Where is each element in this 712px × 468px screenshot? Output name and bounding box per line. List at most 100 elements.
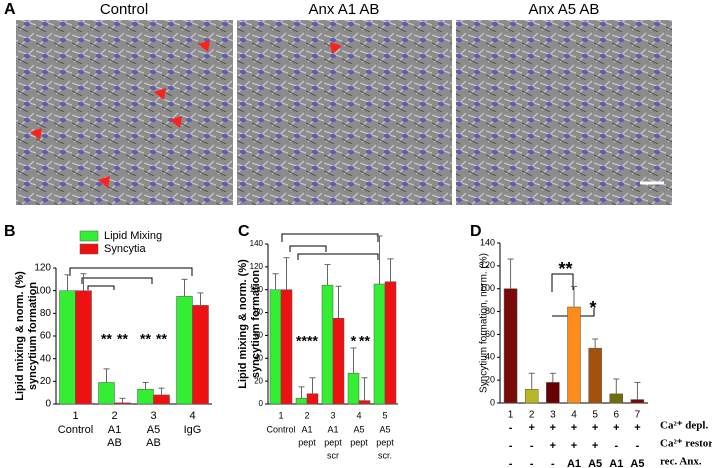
annotation: ** [559, 259, 573, 279]
x-tick-label: 2 [529, 410, 535, 421]
bar [176, 296, 193, 405]
legend-label: Syncytia [104, 243, 146, 255]
x-tick-label: 3 [330, 410, 335, 420]
x-tick-sublabel: Control [58, 424, 93, 436]
bar [567, 306, 581, 404]
annotation: * [590, 298, 597, 318]
bar [75, 290, 92, 405]
x-tick-sublabel: scr. [378, 450, 392, 460]
y-tick-label: 20 [254, 376, 263, 385]
annotation: ** [117, 331, 128, 347]
bar [306, 393, 319, 405]
y-tick-label: 20 [40, 376, 52, 387]
y-tick-label: 140 [480, 237, 495, 247]
y-tick-label: 100 [480, 283, 495, 293]
y-tick-label: 80 [254, 308, 263, 317]
y-tick-label: 100 [250, 285, 264, 294]
x-tick-sublabel: A1 [301, 424, 312, 434]
table-cell: + [528, 422, 534, 434]
bar [524, 389, 539, 404]
brackets [69, 233, 595, 317]
table-cell: + [550, 422, 556, 434]
bar [609, 393, 624, 404]
y-axis-label: syncytium formation [27, 282, 39, 390]
bar [153, 394, 170, 405]
y-axis-label: Syncytium formation, norm. (%) [479, 253, 490, 393]
y-axis-label: syncytium formation [250, 270, 262, 378]
y-tick-label: 40 [40, 353, 52, 364]
x-tick-label: 2 [304, 410, 309, 420]
y-tick-label: 120 [480, 260, 495, 270]
image-title: Anx A1 AB [309, 1, 380, 18]
table-cell: - [530, 440, 534, 452]
table-cell: + [592, 422, 598, 434]
x-tick-sublabel: scr [327, 450, 339, 460]
x-tick-sublabel: pept [350, 437, 368, 447]
x-tick-label: 4 [356, 410, 361, 420]
x-tick-sublabel: pept [324, 437, 342, 447]
y-tick-label: 20 [485, 375, 495, 385]
legend-swatch [79, 230, 99, 242]
y-tick-label: 60 [40, 331, 52, 342]
table-cell: - [509, 440, 513, 452]
y-tick-label: 40 [485, 352, 495, 362]
panel-label: A [4, 1, 16, 18]
table-cell: + [571, 422, 577, 434]
annotation: ** [307, 333, 318, 349]
table-cell: + [571, 440, 577, 452]
panel-label: C [238, 223, 250, 240]
y-axis-label: Lipid mixing & norm. (%) [237, 259, 249, 389]
y-tick-label: 120 [250, 262, 264, 271]
bar [98, 382, 115, 405]
arrows [30, 40, 342, 188]
bar [630, 399, 645, 404]
legend-label: Lipid Mixing [104, 230, 162, 242]
table-cell: A5 [588, 458, 602, 468]
micrograph [456, 20, 672, 205]
table-cell: A1 [609, 458, 623, 468]
x-tick-label: 1 [278, 410, 283, 420]
micrograph [237, 20, 452, 205]
table-cell: - [530, 458, 534, 468]
table-row-label: Ca²⁺ depl. [660, 420, 708, 432]
x-tick-sublabel: pept [376, 437, 394, 447]
table-cell: + [613, 422, 619, 434]
x-tick-sublabel: A5 [353, 424, 364, 434]
bar [347, 372, 360, 405]
table-cell: A1 [567, 458, 581, 468]
x-tick-sublabel: IgG [184, 424, 202, 436]
x-tick-sublabel: A1 [108, 424, 121, 436]
micrographs [16, 20, 672, 205]
bar [269, 289, 282, 405]
table-row-label: Ca²⁺ restor. [660, 438, 712, 450]
bar [503, 288, 518, 404]
x-tick-label: 2 [111, 410, 117, 422]
bar [295, 398, 308, 405]
x-tick-label: 3 [550, 410, 556, 421]
legend-swatch [79, 243, 99, 255]
table-cell: + [634, 422, 640, 434]
annotation: * [351, 333, 357, 349]
bar [332, 318, 345, 405]
table-cell: + [592, 440, 598, 452]
x-tick-label: 4 [571, 410, 577, 421]
x-tick-sublabel: AB [146, 437, 161, 449]
y-tick-label: 100 [34, 285, 51, 296]
annotation: ** [359, 333, 370, 349]
y-tick-label: 0 [45, 399, 51, 410]
y-tick-label: 40 [254, 353, 263, 362]
x-tick-label: 5 [592, 410, 598, 421]
panel-label: B [4, 223, 16, 240]
image-title: Anx A5 AB [529, 1, 600, 18]
x-tick-label: 1 [72, 410, 78, 422]
x-tick-sublabel: A5 [147, 424, 160, 436]
y-tick-label: 60 [485, 329, 495, 339]
bar [137, 389, 154, 405]
bar [384, 281, 397, 405]
x-tick-sublabel: Control [266, 424, 295, 434]
y-tick-label: 120 [34, 263, 51, 274]
x-tick-label: 4 [189, 410, 195, 422]
panel-label: D [470, 223, 482, 240]
table-cell: - [636, 440, 640, 452]
table-cell: - [509, 422, 513, 434]
